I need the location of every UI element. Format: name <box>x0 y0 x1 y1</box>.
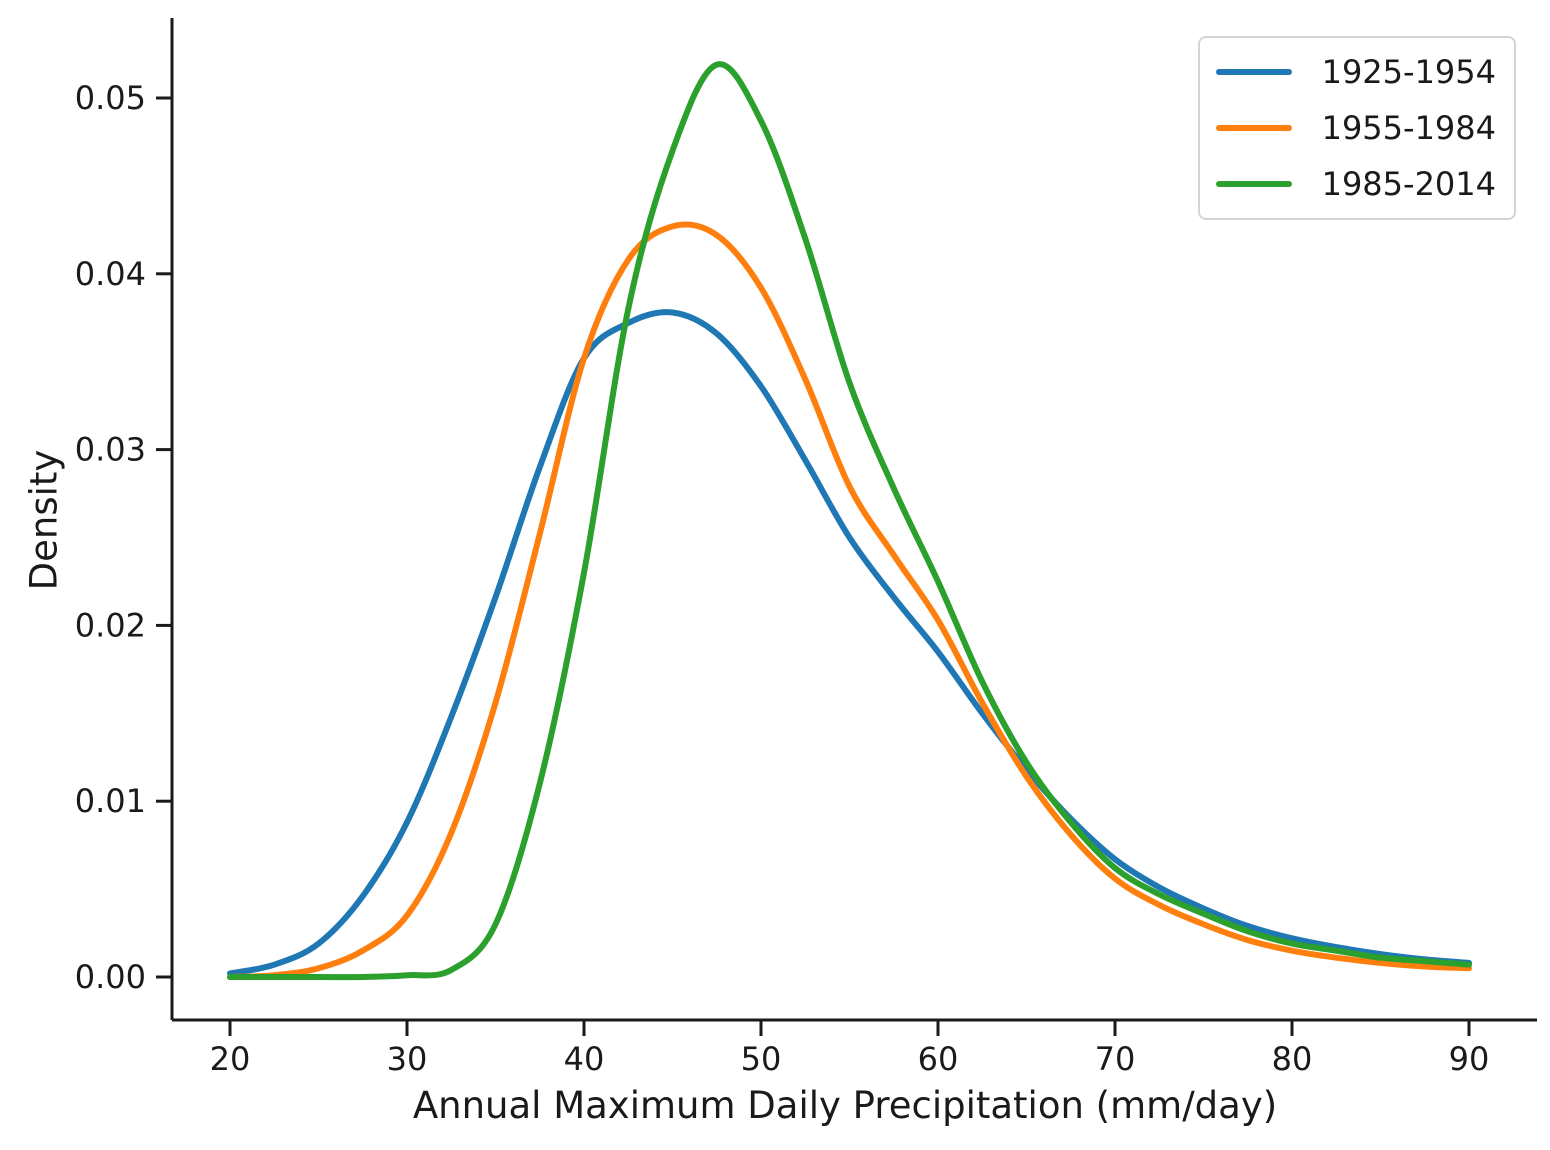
y-tick-label: 0.05 <box>75 79 146 117</box>
y-tick-label: 0.00 <box>75 958 146 996</box>
x-tick-label: 80 <box>1272 1040 1313 1078</box>
y-tick-label: 0.03 <box>75 431 146 469</box>
density-curves <box>227 61 1472 981</box>
legend-line-swatch-green <box>1216 181 1292 187</box>
x-tick-label: 70 <box>1095 1040 1136 1078</box>
legend-label: 1985-2014 <box>1321 165 1496 203</box>
x-tick-label: 20 <box>210 1040 251 1078</box>
x-tick-label: 60 <box>918 1040 959 1078</box>
legend: 1925-1954 1955-1984 1985-2014 <box>1198 36 1516 220</box>
density-curve-1925-1954 <box>227 309 1472 977</box>
y-tick-label: 0.04 <box>75 255 146 293</box>
y-axis-ticks: 0.00 0.01 0.02 0.03 0.04 0.05 <box>75 79 172 996</box>
density-curve-1955-1984 <box>227 221 1472 980</box>
x-axis-label: Annual Maximum Daily Precipitation (mm/d… <box>412 1084 1278 1127</box>
x-axis-ticks: 20 30 40 50 60 70 80 90 <box>210 1020 1490 1078</box>
density-curve-1985-2014 <box>227 61 1472 981</box>
legend-item-1985-2014: 1985-2014 <box>1216 164 1496 204</box>
x-tick-label: 30 <box>387 1040 428 1078</box>
legend-item-1955-1984: 1955-1984 <box>1216 108 1496 148</box>
x-tick-label: 90 <box>1449 1040 1490 1078</box>
y-axis-label: Density <box>22 449 66 591</box>
legend-label: 1925-1954 <box>1321 53 1496 91</box>
y-tick-label: 0.01 <box>75 782 146 820</box>
legend-line-swatch-blue <box>1216 69 1292 75</box>
legend-line-swatch-orange <box>1216 125 1292 131</box>
legend-label: 1955-1984 <box>1321 109 1496 147</box>
legend-item-1925-1954: 1925-1954 <box>1216 52 1496 92</box>
axes-spines <box>170 18 1537 1022</box>
y-tick-label: 0.02 <box>75 606 146 644</box>
x-tick-label: 40 <box>564 1040 605 1078</box>
x-tick-label: 50 <box>741 1040 782 1078</box>
